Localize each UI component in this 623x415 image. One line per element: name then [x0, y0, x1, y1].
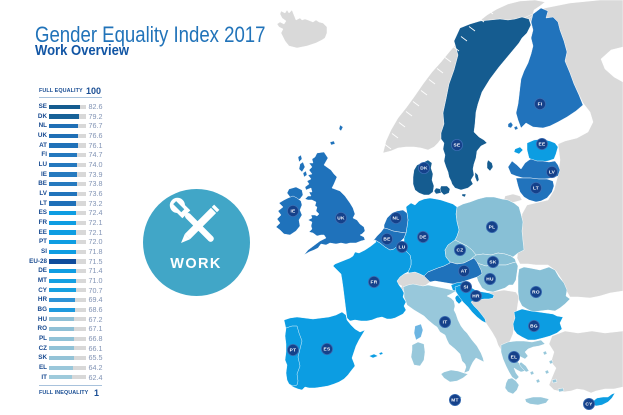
- svg-text:AT: AT: [461, 269, 468, 275]
- svg-text:SK: SK: [489, 260, 496, 266]
- svg-text:PL: PL: [489, 225, 496, 231]
- svg-text:PT: PT: [290, 348, 297, 354]
- svg-text:LV: LV: [549, 170, 556, 176]
- svg-text:IT: IT: [443, 320, 448, 326]
- svg-text:ES: ES: [324, 347, 331, 353]
- svg-text:EE: EE: [539, 142, 546, 148]
- svg-text:HU: HU: [486, 277, 494, 283]
- svg-text:EL: EL: [511, 355, 518, 361]
- svg-text:BG: BG: [530, 324, 538, 330]
- svg-text:FR: FR: [371, 280, 378, 286]
- svg-text:MT: MT: [451, 398, 458, 404]
- svg-text:SI: SI: [463, 285, 468, 291]
- svg-text:CY: CY: [585, 402, 593, 408]
- svg-text:SE: SE: [454, 143, 461, 149]
- svg-text:DE: DE: [419, 235, 427, 241]
- svg-text:NL: NL: [393, 216, 400, 222]
- svg-text:BE: BE: [383, 237, 391, 243]
- svg-text:FI: FI: [538, 102, 543, 108]
- svg-text:DK: DK: [420, 166, 428, 172]
- svg-text:CZ: CZ: [457, 248, 464, 254]
- svg-text:HR: HR: [472, 294, 480, 300]
- svg-text:UK: UK: [337, 216, 345, 222]
- svg-text:IE: IE: [290, 209, 296, 215]
- svg-text:RO: RO: [532, 290, 540, 296]
- svg-text:LU: LU: [399, 245, 406, 251]
- svg-text:LT: LT: [533, 186, 539, 192]
